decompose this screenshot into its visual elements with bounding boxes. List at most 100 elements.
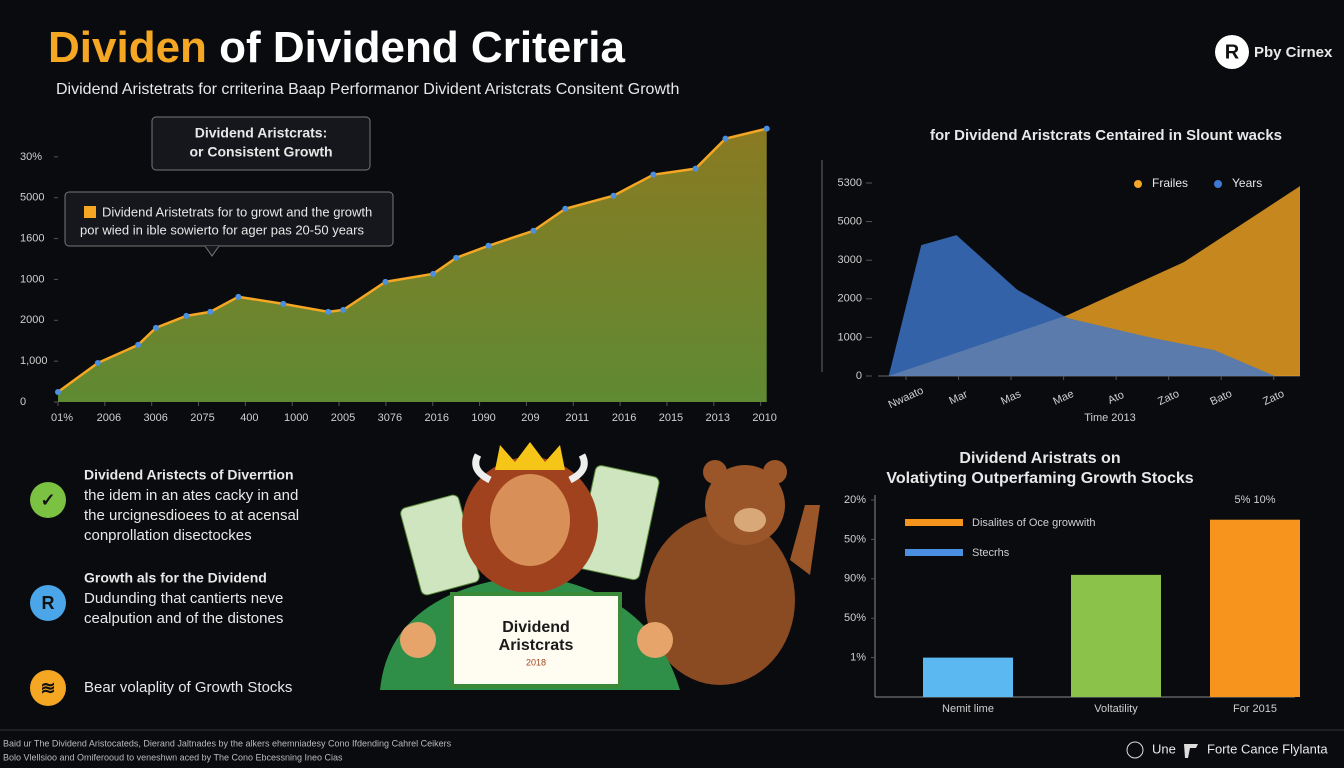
- legend-swatch: [905, 519, 963, 526]
- bullet-text: the urcignesdioees to at acensal: [84, 507, 299, 524]
- x-tick-label: 2016: [612, 412, 636, 424]
- area: [888, 186, 1300, 376]
- y-tick-label: 0: [856, 370, 862, 382]
- point: [485, 242, 492, 249]
- callout-text: Dividend Aristcrats:: [195, 125, 328, 141]
- point: [183, 312, 190, 319]
- title-highlight: Dividen: [48, 23, 207, 72]
- callout: [64, 191, 394, 247]
- legend-label: Stecrhs: [972, 547, 1010, 559]
- footer-text: Forte Cance Flylanta: [1207, 741, 1328, 756]
- point: [135, 341, 142, 348]
- point: [610, 192, 617, 199]
- y-tick-label: 1000: [838, 331, 862, 343]
- y-tick-label: 2000: [838, 293, 862, 305]
- point: [562, 205, 569, 212]
- point: [763, 125, 770, 132]
- logo-text: Pby Cirnex: [1254, 44, 1333, 61]
- point: [152, 324, 159, 331]
- illustration: Dividend Aristcrats 2018: [380, 442, 820, 690]
- x-tick-label: 1090: [471, 412, 495, 424]
- x-tick-label: Nemit lime: [942, 703, 994, 715]
- logo-icon: [1215, 35, 1249, 69]
- point: [650, 171, 657, 178]
- horn: [568, 453, 588, 484]
- bear-arm: [790, 505, 820, 575]
- y-tick-label: 1%: [850, 652, 866, 664]
- footer-text: Baid ur The Dividend Aristocateds, Diera…: [3, 738, 452, 748]
- x-tick-label: 2006: [97, 412, 121, 424]
- x-tick-label: 1000: [284, 412, 308, 424]
- y-tick-label: 0: [20, 396, 26, 408]
- bullet-text: the idem in an ates cacky in and: [84, 487, 298, 504]
- subtitle: Dividend Aristetrats for crriterina Baap…: [56, 81, 679, 98]
- footer-text: Une: [1152, 741, 1176, 756]
- bullet-heading: Dividend Aristects of Diverrtion: [84, 467, 294, 483]
- area: [888, 235, 1275, 376]
- x-tick-label: 3006: [143, 412, 167, 424]
- point: [207, 308, 214, 315]
- legend-label: Disalites of Oce growwith: [972, 517, 1096, 529]
- x-tick-label: 2016: [424, 412, 448, 424]
- point: [235, 293, 242, 300]
- bear-head: [705, 465, 785, 545]
- logo-letter: R: [1225, 41, 1240, 63]
- bullet-icon: [30, 585, 66, 621]
- footer-text: Bolo Vlellsioo and Omiferooud to veneshw…: [3, 752, 343, 762]
- y-tick-label: 90%: [844, 573, 866, 585]
- annotation: 5% 10%: [1235, 494, 1276, 506]
- chart-title: Dividend Aristrats on: [959, 450, 1120, 467]
- y-tick-label: 20%: [844, 494, 866, 506]
- bar: [923, 657, 1013, 697]
- callout-pointer: [204, 245, 220, 257]
- callout: [151, 116, 371, 171]
- callout-text: or Consistent Growth: [189, 144, 332, 160]
- callout-text: Dividend Aristetrats for to growt and th…: [102, 204, 372, 219]
- lion-paw: [637, 622, 673, 658]
- legend-label: Years: [1232, 176, 1262, 190]
- bear-body: [645, 515, 795, 685]
- x-tick-label: 2013: [706, 412, 730, 424]
- bullet-icon-text: ✓: [40, 490, 55, 510]
- footer-icon: [1126, 741, 1144, 759]
- bullet-text: conprollation disectockes: [84, 527, 252, 544]
- point: [530, 227, 537, 234]
- x-tick-label: 400: [240, 412, 258, 424]
- x-tick-label: 2075: [190, 412, 214, 424]
- y-tick-label: 5300: [838, 177, 862, 189]
- point: [280, 300, 287, 307]
- y-tick-label: 1,000: [20, 355, 48, 367]
- bar: [1071, 574, 1161, 697]
- point: [692, 165, 699, 172]
- y-tick-label: 5000: [838, 216, 862, 228]
- bullet-text: Bear volaplity of Growth Stocks: [84, 679, 292, 696]
- certificate-text: Dividend: [502, 619, 570, 636]
- point: [55, 388, 61, 395]
- bullet-icon: [30, 670, 66, 706]
- point: [453, 254, 460, 261]
- bullet-text: cealpution and of the distones: [84, 610, 283, 627]
- title-rest: of Dividend Criteria: [207, 23, 626, 72]
- x-tick-label: For 2015: [1233, 703, 1277, 715]
- point: [722, 135, 729, 142]
- chart-title: Volatiyting Outperfaming Growth Stocks: [886, 470, 1193, 487]
- lion-face: [490, 474, 570, 566]
- x-axis-label: Time 2013: [1084, 412, 1136, 424]
- bear-ear: [763, 460, 787, 484]
- y-tick-label: 30%: [20, 151, 42, 163]
- legend-swatch: [1214, 180, 1222, 188]
- x-tick-label: 2010: [752, 412, 776, 424]
- crown: [495, 442, 565, 470]
- x-tick-label: 2011: [565, 412, 589, 424]
- x-tick-label: 2015: [659, 412, 683, 424]
- x-tick-label: 209: [521, 412, 539, 424]
- bullet-text: Dudunding that cantierts neve: [84, 590, 283, 607]
- lion-paw: [400, 622, 436, 658]
- bar: [1210, 519, 1300, 697]
- bullet-icon: [30, 482, 66, 518]
- x-tick-label: 3076: [378, 412, 402, 424]
- horn: [472, 453, 492, 484]
- y-tick-label: 50%: [844, 533, 866, 545]
- footer-icon: [1184, 744, 1198, 758]
